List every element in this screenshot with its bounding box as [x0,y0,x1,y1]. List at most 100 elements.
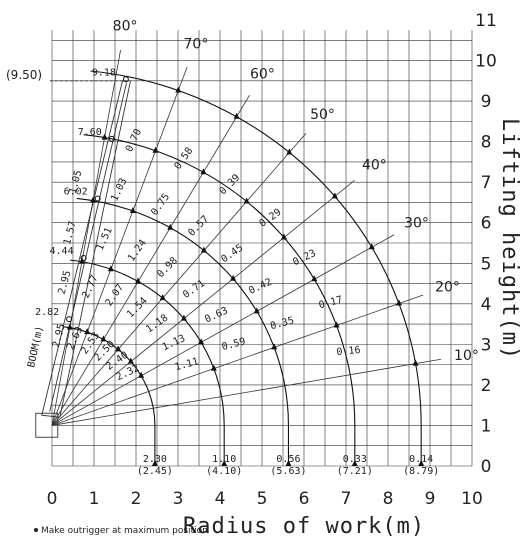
ground-marker [351,460,358,466]
boom-body [41,80,132,418]
boom-length-label: 4.44 [50,246,74,257]
boom-section-joint [94,195,101,202]
load-markers [66,86,425,466]
boom-section-joint [122,76,129,83]
load-value-label: 0.71 [181,278,207,301]
load-marker [253,307,260,314]
load-value-label: 0.17 [318,295,344,312]
y-tick-label: 6 [481,214,492,234]
boom-section-joint [80,255,87,262]
load-marker [200,246,207,253]
load-value-label: 1.24 [126,238,149,264]
load-marker [311,275,318,282]
x-tick-label: 4 [215,489,226,509]
x-tick-label: 7 [341,489,352,509]
x-tick-label: 10 [461,489,483,509]
y-tick-label: 4 [481,295,492,315]
max-height-label: (9.50) [6,68,42,82]
load-marker [78,257,85,264]
y-tick-label: 0 [481,457,492,477]
boom-section-joint [108,135,115,142]
outrigger-note: Make outrigger at maximum position [41,526,208,536]
y-axis-title: Lifting height(m) [497,118,522,360]
x-axis-title: Radius of work(m) [183,514,425,539]
boom-drawing [35,76,132,438]
ground-marker [285,460,292,466]
boom-length-label: 2.82 [35,307,59,318]
note-bullet [34,528,38,532]
load-marker [331,192,338,199]
load-marker [210,364,217,371]
angle-lines [51,49,442,426]
boom-length-label: 6.02 [64,186,88,197]
load-marker [129,206,136,213]
y-tick-label: 2 [481,376,492,396]
load-marker [368,243,375,250]
load-value-label: 0.35 [269,315,295,332]
x-tick-label: 1 [89,489,100,509]
angle-label: 30° [404,215,429,231]
max-radius-label: (8.79) [403,466,439,477]
load-marker [115,345,122,352]
load-value-label: 0.16 [336,345,361,358]
y-tick-label: 7 [481,173,492,193]
load-value-label: 0.39 [218,172,243,197]
x-tick-label: 0 [47,489,58,509]
load-marker [66,323,73,330]
ground-marker [221,460,228,466]
load-marker [180,314,187,321]
y-tick-label: 11 [475,11,497,31]
max-radius-load-label: 0.56 [276,454,300,465]
load-marker [395,299,402,306]
angle-label: 80° [113,18,138,34]
max-radius-label: (5.63) [270,466,306,477]
angle-line [51,358,442,426]
load-marker [138,371,145,378]
load-marker [107,265,114,272]
load-value-label: 0.75 [149,192,172,218]
angle-line [51,49,121,426]
load-marker [280,233,287,240]
load-marker [198,338,205,345]
load-marker [135,277,142,284]
load-marker [333,321,340,328]
load-value-label: 0.29 [258,207,284,230]
angle-line [51,234,395,426]
load-value-label: 0.45 [219,242,245,265]
load-value-label: 1.51 [95,226,115,252]
load-marker [167,223,174,230]
load-value-label: 0.42 [247,277,273,297]
load-marker [175,86,182,93]
load-value-label: 2.77 [81,274,101,300]
load-value-label: 0.63 [203,305,229,325]
x-tick-label: 2 [131,489,142,509]
max-radius-load-label: 0.33 [343,454,367,465]
x-tick-label: 8 [383,489,394,509]
max-radius-label: (4.10) [206,466,242,477]
boom-length-label: 9.18 [92,67,116,78]
crane-base [35,412,59,438]
load-marker [412,359,419,366]
boom-length-label: 7.60 [78,127,102,138]
load-marker [90,196,97,203]
load-marker [100,335,107,342]
load-marker [230,274,237,281]
load-marker [271,343,278,350]
load-marker [159,294,166,301]
angle-label: 20° [435,279,460,295]
load-value-label: 2.95 [57,269,74,295]
labels: 0 1 2 3 4 5 6 7 8 9 10 0 1 2 3 4 5 6 7 8 9 10 11 80° 70° 60° 50° 40… [35,11,497,509]
angle-line [51,180,355,426]
angle-label: 40° [362,157,387,173]
ground-marker [418,460,425,466]
load-marker [286,148,293,155]
load-marker [84,328,91,335]
load-value-label: 1.54 [125,295,150,320]
load-value-label: 1.03 [109,177,129,203]
load-value-label: 0.98 [155,255,180,280]
max-radius-label: (7.21) [337,466,373,477]
angle-label: 70° [184,37,209,53]
boom-section-joint [66,316,73,323]
angle-label: 10° [454,348,479,364]
